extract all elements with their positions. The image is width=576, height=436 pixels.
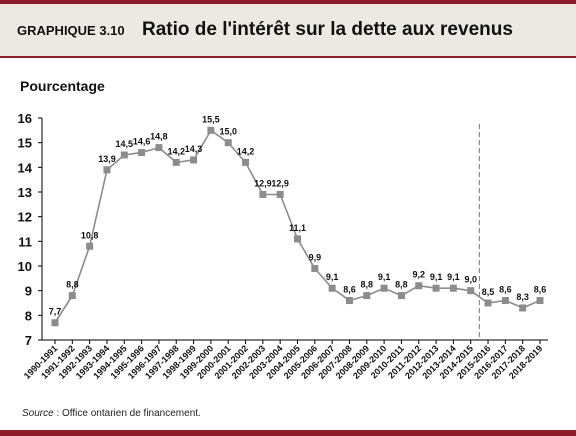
source-note: Source : Office ontarien de financement. [22,408,201,419]
data-label: 14,8 [150,132,168,142]
data-label: 8,6 [499,285,512,295]
data-point-marker [276,190,284,198]
data-point-marker [501,297,509,305]
data-label: 9,1 [378,272,391,282]
data-label: 14,2 [237,146,255,156]
data-label: 10,8 [81,230,99,240]
y-axis-label: Pourcentage [20,78,105,94]
header-rule [0,56,576,58]
data-point-marker [397,292,405,300]
y-tick-label: 11 [18,234,32,249]
data-label: 15,5 [202,114,220,124]
data-point-marker [103,166,111,174]
data-point-marker [363,292,371,300]
y-tick-label: 9 [25,284,32,299]
data-label: 8,8 [66,280,79,290]
chart-number: GRAPHIQUE 3.10 [17,23,125,38]
data-label: 9,0 [464,275,477,285]
data-point-marker [155,144,163,152]
data-point-marker [484,299,492,307]
y-tick-label: 10 [18,259,32,274]
data-label: 8,8 [395,280,408,290]
bottom-rule [0,430,576,436]
data-label: 8,5 [482,287,495,297]
y-tick-label: 7 [25,333,32,348]
data-point-marker [224,139,232,147]
data-label: 9,1 [430,272,443,282]
data-label: 15,0 [219,127,237,137]
y-tick-label: 15 [18,136,32,151]
data-point-marker [467,287,475,295]
data-label: 9,2 [412,270,425,280]
data-point-marker [432,284,440,292]
data-point-marker [345,297,353,305]
data-point-marker [328,284,336,292]
chart-title: Ratio de l'intérêt sur la dette aux reve… [142,19,513,40]
data-label: 14,5 [116,139,134,149]
data-label: 14,6 [133,137,151,147]
data-label: 8,8 [361,280,374,290]
data-label: 12,9 [271,178,289,188]
data-point-marker [207,126,215,134]
data-point-marker [311,264,319,272]
data-point-marker [120,151,128,159]
y-tick-label: 8 [25,308,32,323]
data-point-marker [259,190,267,198]
y-tick-label: 12 [18,210,32,225]
y-tick-label: 16 [18,111,32,126]
data-point-marker [380,284,388,292]
y-tick-label: 13 [18,185,32,200]
line-chart: 789101112131415161990-19911991-19921992-… [18,111,548,381]
data-label: 9,9 [309,252,322,262]
data-label: 9,1 [326,272,339,282]
data-point-marker [68,292,76,300]
y-tick-label: 14 [18,160,33,175]
data-point-marker [415,282,423,290]
data-label: 9,1 [447,272,460,282]
data-point-marker [86,242,94,250]
data-point-marker [51,319,59,327]
data-point-marker [519,304,527,312]
data-point-marker [190,156,198,164]
data-label: 14,3 [185,144,203,154]
data-point-marker [138,149,146,157]
top-rule [0,0,576,4]
data-label: 8,6 [534,285,547,295]
data-label: 11,1 [289,223,306,233]
data-point-marker [449,284,457,292]
data-label: 12,9 [254,178,272,188]
data-point-marker [242,158,250,166]
data-label: 13,9 [98,154,116,164]
data-point-marker [172,158,180,166]
source-text: : Office ontarien de financement. [53,408,201,419]
source-label: Source [22,408,54,419]
data-label: 8,6 [343,285,356,295]
data-label: 14,2 [167,146,185,156]
data-label: 7,7 [49,307,62,317]
data-point-marker [536,297,544,305]
data-point-marker [294,235,301,243]
chart-header: GRAPHIQUE 3.10 Ratio de l'intérêt sur la… [0,4,576,56]
data-label: 8,3 [516,292,529,302]
